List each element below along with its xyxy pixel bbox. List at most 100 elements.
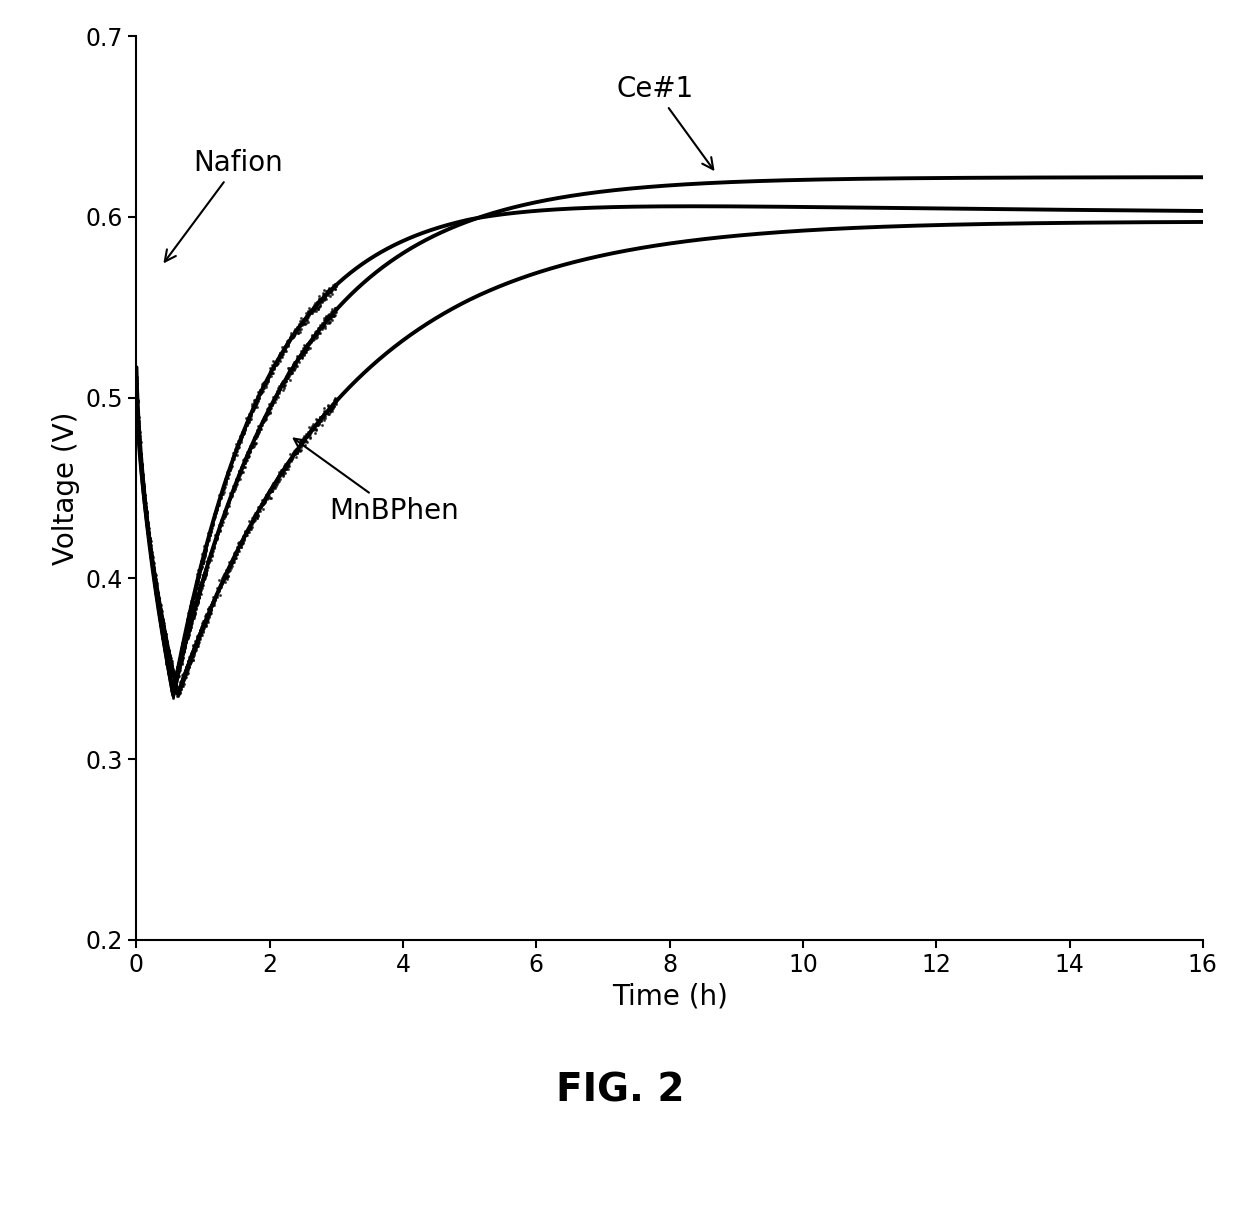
Point bbox=[176, 631, 196, 651]
Point bbox=[324, 277, 343, 296]
Point bbox=[279, 455, 299, 475]
Point bbox=[304, 328, 324, 347]
Point bbox=[202, 593, 222, 612]
Point bbox=[176, 624, 196, 643]
Point bbox=[130, 445, 150, 464]
Point bbox=[136, 513, 156, 533]
Point bbox=[192, 545, 212, 564]
Point bbox=[206, 501, 226, 521]
Point bbox=[247, 394, 267, 413]
Point bbox=[222, 482, 242, 501]
Point bbox=[145, 576, 165, 595]
Point bbox=[174, 634, 193, 653]
Point bbox=[237, 416, 257, 435]
Point bbox=[154, 640, 174, 659]
Point bbox=[143, 549, 162, 569]
Point bbox=[146, 588, 166, 607]
Point bbox=[184, 605, 203, 624]
Point bbox=[133, 468, 153, 487]
Point bbox=[153, 611, 172, 630]
Point bbox=[236, 449, 255, 469]
Point bbox=[128, 402, 148, 422]
Point bbox=[153, 612, 172, 631]
Point bbox=[192, 575, 212, 594]
Point bbox=[192, 549, 212, 569]
Point bbox=[232, 531, 252, 551]
Point bbox=[176, 621, 196, 640]
Point bbox=[155, 635, 175, 654]
Point bbox=[233, 424, 253, 443]
Point bbox=[200, 602, 219, 622]
Point bbox=[136, 504, 156, 523]
Point bbox=[171, 641, 191, 660]
Point bbox=[195, 564, 215, 583]
Point bbox=[165, 676, 185, 695]
Point bbox=[128, 417, 148, 436]
Point bbox=[207, 529, 227, 548]
Point bbox=[177, 610, 197, 629]
Point bbox=[187, 572, 207, 592]
Point bbox=[252, 495, 272, 515]
Point bbox=[165, 677, 185, 696]
Point bbox=[181, 612, 201, 631]
Point bbox=[325, 388, 345, 407]
Y-axis label: Voltage (V): Voltage (V) bbox=[52, 411, 81, 565]
Point bbox=[243, 399, 263, 418]
Point bbox=[144, 556, 164, 575]
Point bbox=[175, 641, 195, 660]
Point bbox=[191, 624, 211, 643]
Point bbox=[229, 536, 249, 556]
Point bbox=[326, 277, 346, 296]
Point bbox=[224, 478, 244, 498]
Point bbox=[126, 384, 146, 404]
Point bbox=[150, 588, 170, 607]
Point bbox=[233, 458, 253, 477]
Point bbox=[315, 317, 335, 336]
Point bbox=[129, 433, 149, 452]
Point bbox=[198, 551, 218, 570]
Point bbox=[128, 408, 148, 428]
Point bbox=[164, 683, 184, 703]
Point bbox=[281, 449, 301, 469]
Point bbox=[151, 613, 171, 633]
Point bbox=[169, 662, 188, 681]
Point bbox=[172, 637, 192, 657]
Point bbox=[153, 610, 172, 629]
Point bbox=[143, 556, 162, 575]
Point bbox=[202, 516, 222, 535]
Point bbox=[191, 556, 211, 575]
Point bbox=[193, 566, 213, 586]
Point bbox=[138, 512, 157, 531]
Point bbox=[255, 410, 275, 429]
Point bbox=[219, 556, 239, 575]
Point bbox=[284, 442, 304, 462]
Point bbox=[150, 611, 170, 630]
Point bbox=[310, 410, 330, 429]
Point bbox=[196, 535, 216, 554]
Point bbox=[201, 545, 221, 564]
Point bbox=[186, 572, 206, 592]
Point bbox=[139, 518, 159, 537]
Point bbox=[229, 462, 249, 481]
Point bbox=[167, 666, 187, 686]
Point bbox=[180, 654, 200, 674]
Point bbox=[215, 501, 234, 521]
Point bbox=[157, 654, 177, 674]
Point bbox=[197, 534, 217, 553]
Point bbox=[128, 386, 148, 405]
Point bbox=[295, 315, 315, 334]
Point bbox=[138, 513, 157, 533]
Point bbox=[208, 524, 228, 543]
Point bbox=[160, 647, 180, 666]
Point bbox=[157, 651, 177, 670]
Point bbox=[181, 596, 201, 616]
Point bbox=[237, 448, 257, 468]
Point bbox=[140, 536, 160, 556]
Point bbox=[294, 431, 314, 451]
Point bbox=[179, 618, 198, 637]
Point bbox=[140, 537, 160, 557]
Point bbox=[134, 486, 154, 505]
Point bbox=[188, 586, 208, 605]
Point bbox=[130, 437, 150, 457]
Point bbox=[312, 292, 332, 311]
